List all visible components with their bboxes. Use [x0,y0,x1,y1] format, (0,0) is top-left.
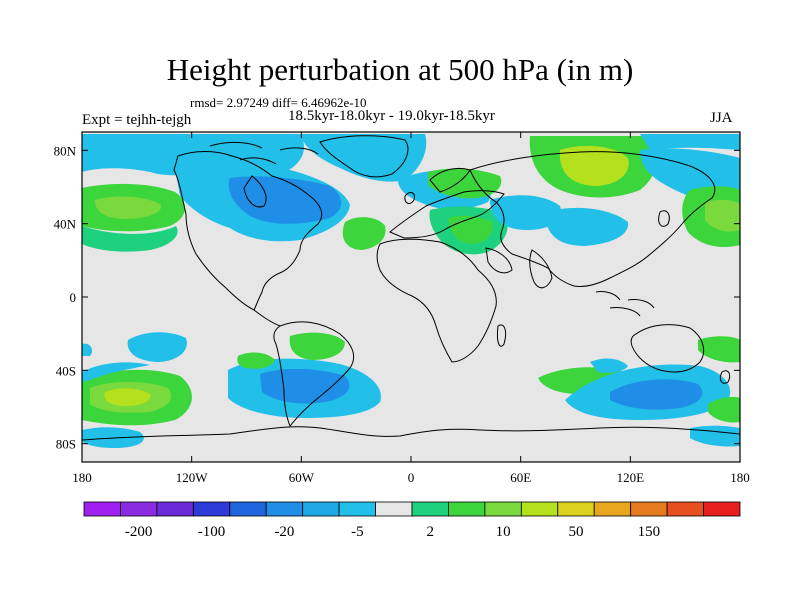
anomaly-aus-blue [610,379,703,410]
coast-japan [658,210,670,227]
x-tick-label: 60E [510,470,531,485]
colorbar-swatch [156,501,194,517]
axis-tick-labels: 180 120W 60W 0 60E 120E 180 80N 40N 0 40S 80S [54,143,750,485]
x-tick-label: 0 [408,470,415,485]
y-tick-label: 40S [56,363,76,378]
colorbar-swatch [338,501,376,517]
coast-antarctica [82,426,740,441]
anomaly-s-pacific-east-green [708,396,740,423]
colorbar-swatch [192,501,231,517]
colorbar-swatch [557,501,595,517]
anomaly-shading [82,134,740,448]
anomaly-arctic-cyan-east [640,134,740,150]
y-tick-label: 80S [56,437,76,452]
coast-greenland [319,135,409,178]
axis-ticks [81,132,741,462]
anomaly-canada-blue [228,176,342,224]
coast-madagascar [497,324,507,347]
anomaly-aus-green-east [698,336,740,363]
x-tick-label: 180 [72,470,92,485]
coast-asia [469,151,716,287]
coast-hudson [243,175,267,208]
coast-central-america [253,309,281,327]
anomaly-s-indian-cyan-small [590,358,628,373]
coastlines [82,135,740,441]
x-tick-label: 60W [289,470,315,485]
coast-north-america [173,151,323,311]
coast-india [529,249,553,289]
anomaly-s-pacific-cyan-rim [82,362,150,382]
x-tick-label: 180 [730,470,750,485]
anomaly-e-asia-cyan [545,207,629,246]
coast-arctic-islands [209,141,319,165]
stats-label: rmsd= 2.97249 diff= 6.46962e-10 [190,95,367,110]
coast-africa [376,238,497,363]
colorbar-swatch [375,501,413,517]
colorbar-swatch [411,501,449,517]
colorbar-label: -20 [274,524,294,540]
x-tick-label: 120W [176,470,209,485]
experiment-label: Expt = tejhh-tejgh [82,112,192,128]
anomaly-siberia-yellow [559,145,629,186]
y-tick-label: 40N [54,217,77,232]
coast-se-asia-islands [595,291,655,317]
coast-uk [404,192,415,204]
anomaly-n-pacific-east-yellow [705,199,740,232]
coast-south-america [273,321,355,427]
colorbar-swatch [448,501,486,517]
colorbar-swatch [120,501,158,517]
coast-europe [389,190,505,239]
y-tick-label: 0 [70,290,77,305]
colorbar-label: -200 [125,524,153,540]
colorbar-swatch [703,501,741,517]
colorbar-labels: -200 -100 -20 -5 2 10 50 150 [125,524,660,540]
colorbar-swatch [484,501,522,517]
coast-australia [630,324,705,373]
colorbar-label: -5 [351,524,364,540]
colorbar-swatch [630,501,668,517]
colorbar-label: 10 [496,524,511,540]
anomaly-s-pacific-cyan-small [127,332,187,362]
season-label: JJA [710,110,733,126]
colorbar-label: 150 [638,524,661,540]
anomaly-n-pacific-yellow [95,196,161,219]
y-tick-label: 80N [54,143,77,158]
period-label: 18.5kyr-18.0kyr - 19.0kyr-18.5kyr [288,108,495,124]
colorbar-swatch [302,501,340,517]
anomaly-s-atlantic-green [289,332,345,360]
x-tick-label: 120E [617,470,645,485]
anomaly-greenland-cyan [300,134,427,182]
colorbar-label: -100 [198,524,226,540]
colorbar [83,501,741,517]
colorbar-swatch [229,501,267,517]
colorbar-swatch [593,501,632,517]
anomaly-atlantic-green [342,217,386,250]
colorbar-swatch [83,501,121,517]
colorbar-label: 50 [569,524,584,540]
anomaly-antarctic-cyan-east [690,425,740,447]
colorbar-swatch [666,501,704,517]
anomaly-n-pacific-cyan-edge [82,226,178,252]
anomaly-s-pacific-cyan-west [82,343,93,356]
colorbar-label: 2 [426,524,434,540]
colorbar-swatch [265,501,304,517]
chart-title: Height perturbation at 500 hPa (in m) [166,52,634,87]
coast-new-zealand [719,370,731,384]
anomaly-s-pacific-yellow [104,388,151,406]
anomaly-central-asia-cyan [490,195,561,230]
colorbar-swatch [520,501,559,517]
anomaly-s-atlantic-green-west [237,352,275,369]
anomaly-arctic-cyan-west [82,134,305,176]
coast-arabia [485,247,513,274]
